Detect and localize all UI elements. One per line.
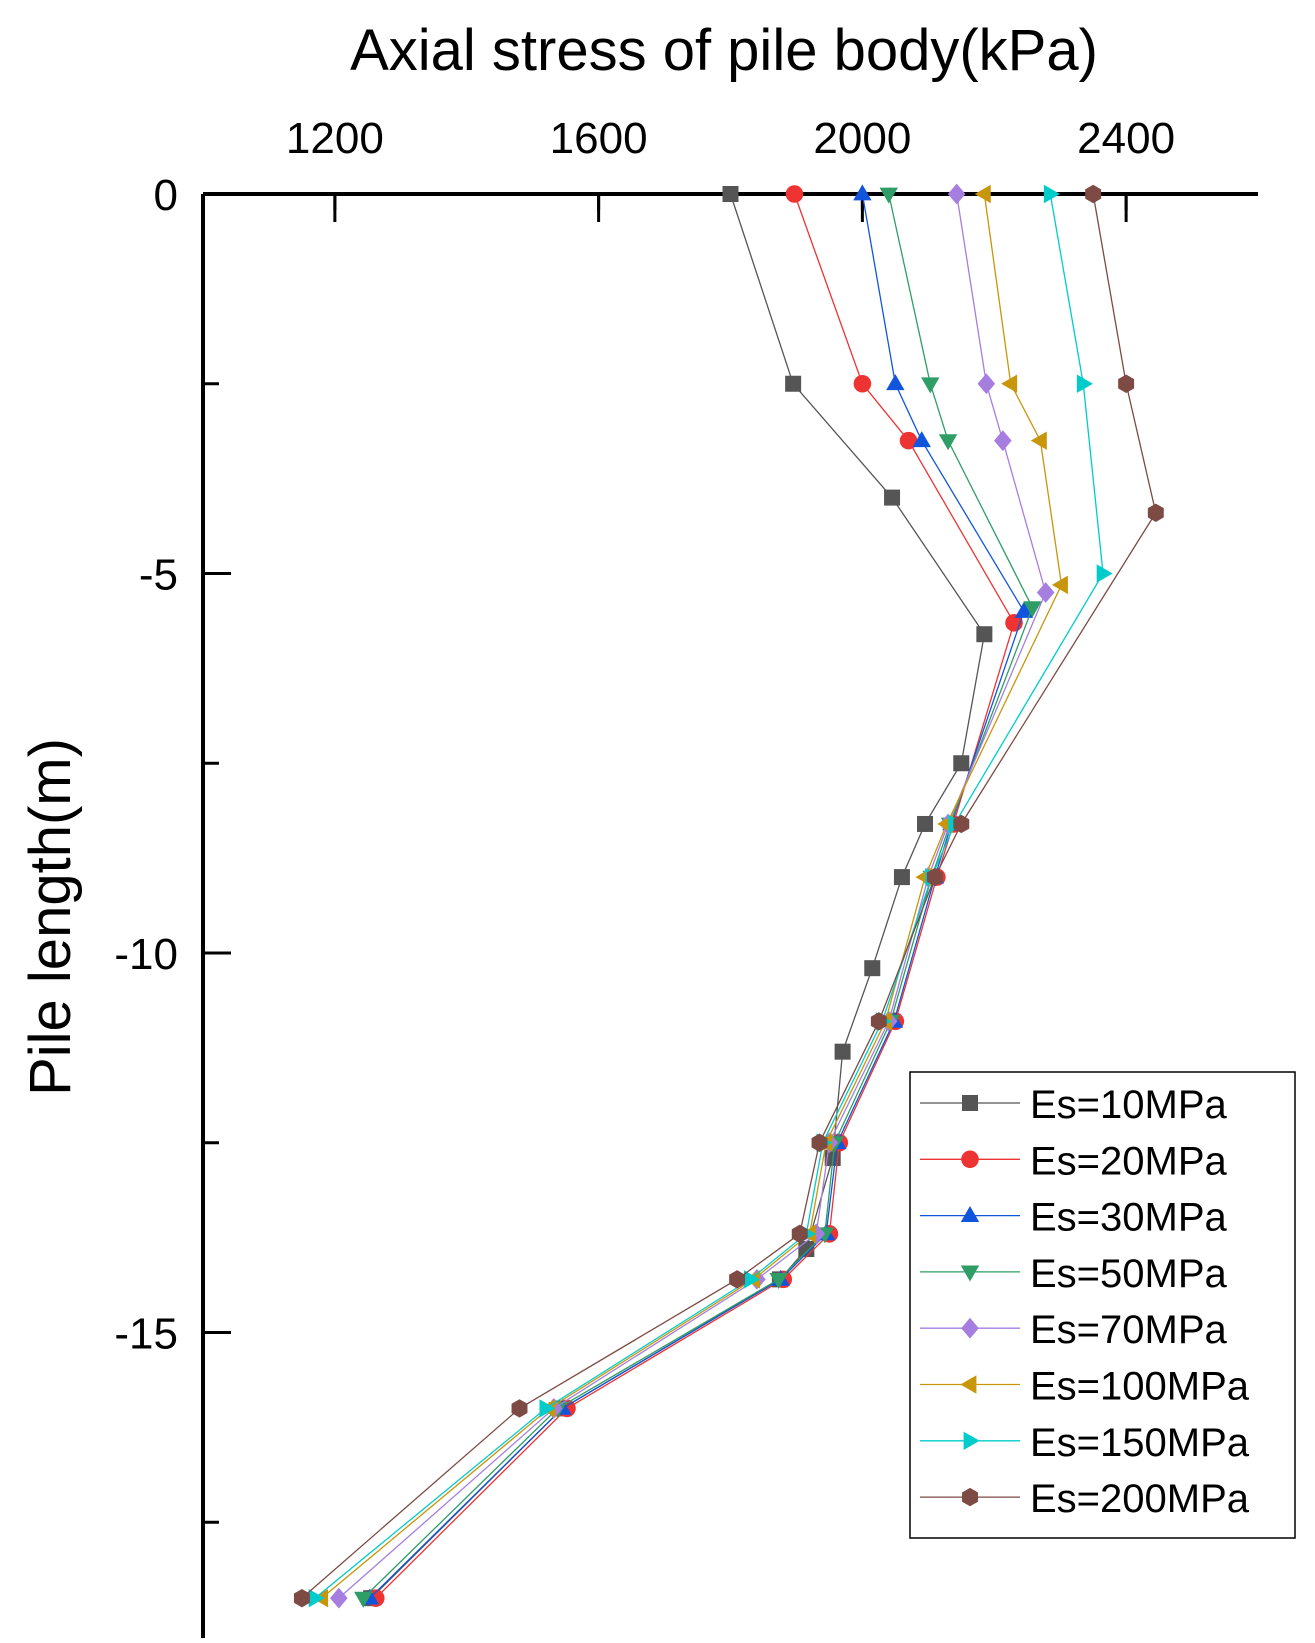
legend-item: Es=10MPa xyxy=(920,1083,1228,1127)
series-Es=10MPa xyxy=(363,186,993,1607)
series-line xyxy=(375,193,1015,1599)
data-point xyxy=(994,430,1012,452)
data-point xyxy=(807,1223,826,1245)
data-point xyxy=(511,1399,528,1418)
data-point xyxy=(917,815,934,832)
data-point xyxy=(1023,601,1042,618)
legend-marker xyxy=(962,1487,978,1507)
data-point xyxy=(864,960,881,977)
data-point xyxy=(1076,374,1093,393)
legend-item: Es=150MPa xyxy=(920,1421,1250,1465)
x-tick-label: 1200 xyxy=(286,114,384,163)
data-point xyxy=(1014,601,1034,618)
legend-item: Es=200MPa xyxy=(920,1477,1250,1521)
axes: 1200 1600 2000 2400 0 -5 -10 -15 xyxy=(114,114,1258,1638)
data-point xyxy=(354,1591,373,1608)
plot-area xyxy=(293,183,1164,1609)
y-axis-label: Pile length(m) xyxy=(18,738,83,1096)
legend-marker xyxy=(961,1317,979,1339)
x-tick-label: 2400 xyxy=(1077,114,1175,163)
data-point xyxy=(293,1588,310,1608)
data-point xyxy=(879,187,898,204)
legend-item: Es=50MPa xyxy=(920,1252,1228,1296)
data-point xyxy=(811,1133,828,1152)
data-point xyxy=(853,184,872,201)
data-point xyxy=(974,184,991,204)
legend: Es=10MPa Es=20MPa Es=30MPa Es=50MPa Es=70MPa… xyxy=(909,1071,1296,1539)
series-line xyxy=(369,193,1025,1599)
data-point xyxy=(834,1043,851,1060)
y-tick-label: -5 xyxy=(139,551,178,600)
legend-item: Es=20MPa xyxy=(920,1139,1228,1183)
data-point xyxy=(870,1012,887,1031)
legend-marker xyxy=(960,1375,977,1394)
x-tick-label: 2000 xyxy=(813,114,911,163)
legend-label: Es=10MPa xyxy=(1030,1083,1228,1127)
legend-item: Es=30MPa xyxy=(920,1196,1228,1240)
legend-label: Es=50MPa xyxy=(1030,1252,1228,1296)
data-point xyxy=(798,1241,815,1258)
data-point xyxy=(853,374,872,393)
data-point xyxy=(1051,575,1068,595)
y-tick-label: 0 xyxy=(154,171,178,220)
legend-label: Es=200MPa xyxy=(1030,1477,1250,1521)
data-point xyxy=(926,867,943,887)
data-point xyxy=(1096,564,1113,583)
data-point xyxy=(330,1587,348,1609)
data-point xyxy=(947,183,966,205)
legend-label: Es=70MPa xyxy=(1030,1308,1228,1352)
legend-item: Es=70MPa xyxy=(920,1308,1228,1352)
data-point xyxy=(921,377,940,394)
data-point xyxy=(1036,582,1055,603)
data-point xyxy=(899,431,918,450)
legend-label: Es=100MPa xyxy=(1030,1365,1250,1409)
data-point xyxy=(791,1224,808,1244)
data-point xyxy=(938,434,958,451)
y-tick-label: -15 xyxy=(114,1310,178,1359)
data-point xyxy=(308,1588,325,1608)
series-line xyxy=(370,193,986,1599)
legend-marker xyxy=(963,1431,980,1450)
legend-marker xyxy=(962,1095,978,1111)
data-point xyxy=(1030,431,1047,450)
data-point xyxy=(769,1272,788,1289)
data-point xyxy=(1118,374,1135,393)
data-point xyxy=(1043,184,1060,204)
data-point xyxy=(912,431,931,448)
series-line xyxy=(321,193,1063,1599)
data-point xyxy=(953,755,970,772)
data-point xyxy=(1085,184,1102,204)
y-tick-label: -10 xyxy=(114,930,178,979)
data-point xyxy=(884,489,901,506)
data-point xyxy=(1001,374,1018,393)
legend-marker xyxy=(960,1265,980,1282)
legend-marker xyxy=(960,1206,980,1222)
data-point xyxy=(1147,503,1164,522)
legend-label: Es=30MPa xyxy=(1030,1196,1228,1240)
data-point xyxy=(886,374,905,391)
data-point xyxy=(539,1399,556,1418)
data-point xyxy=(953,814,970,834)
series-line xyxy=(362,193,1034,1599)
chart-title: Axial stress of pile body(kPa) xyxy=(350,18,1098,83)
x-tick-label: 1600 xyxy=(550,114,648,163)
data-point xyxy=(785,375,802,392)
data-point xyxy=(729,1270,746,1289)
legend-marker xyxy=(961,1150,979,1169)
legend-label: Es=150MPa xyxy=(1030,1421,1250,1465)
data-point xyxy=(893,869,910,886)
series-line xyxy=(338,193,1047,1599)
legend-item: Es=100MPa xyxy=(920,1365,1250,1409)
data-point xyxy=(976,626,993,643)
data-point xyxy=(785,185,804,203)
data-point xyxy=(977,373,996,395)
data-point xyxy=(722,186,739,202)
series-Es=200MPa xyxy=(293,184,1164,1608)
data-point xyxy=(743,1270,760,1289)
legend-label: Es=20MPa xyxy=(1030,1139,1228,1183)
legend-box xyxy=(909,1071,1296,1539)
